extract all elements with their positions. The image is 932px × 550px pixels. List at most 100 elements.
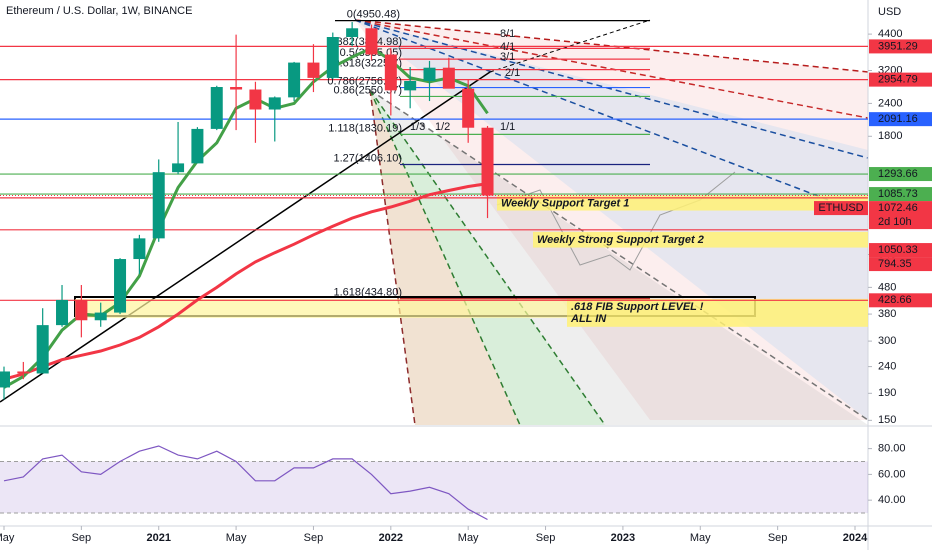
candle-body: [0, 371, 10, 388]
support-zone: [497, 195, 868, 211]
fib-label: 0.382(3884.98): [327, 36, 402, 48]
candle-body: [462, 88, 475, 128]
y-tick-label: 2400: [878, 97, 902, 109]
fan-line: [354, 19, 869, 216]
fan-line: [354, 19, 869, 159]
price-label: 1085.73: [878, 188, 918, 200]
x-tick-label: 2021: [146, 532, 170, 544]
x-tick-label: Sep: [304, 532, 324, 544]
candle-body: [249, 89, 262, 110]
candle-body: [210, 87, 223, 129]
x-tick-label: May: [0, 532, 15, 544]
fib-label: 1.27(1406.10): [334, 152, 403, 164]
zone-label: ALL IN: [570, 313, 607, 325]
price-label: 3951.29: [878, 40, 918, 52]
fib-label: 0(4950.48): [347, 9, 400, 21]
symbol-tag: [814, 201, 868, 216]
rsi-tick-label: 60.00: [878, 468, 906, 480]
price-tag: [869, 72, 932, 87]
price-tag: [869, 243, 932, 258]
fan-label: 1/1: [500, 121, 515, 133]
y-tick-label: 300: [878, 335, 896, 347]
candle-body: [442, 67, 455, 89]
candle-body: [172, 163, 185, 173]
price-label: 1050.33: [878, 244, 918, 256]
rsi-tick-label: 80.00: [878, 443, 906, 455]
fan-label: 1/3: [410, 121, 425, 133]
price-label: 1072.46: [878, 202, 918, 214]
rsi-tick-label: 40.00: [878, 494, 906, 506]
x-tick-label: 2022: [379, 532, 403, 544]
fan-label: 3/1: [500, 51, 515, 63]
currency: USD: [878, 6, 901, 18]
fan-line: [369, 89, 606, 426]
y-tick-label: 1800: [878, 130, 902, 142]
candle-body: [326, 37, 339, 78]
zone-label: .618 FIB Support LEVEL !: [571, 301, 704, 313]
rsi-line: [3, 445, 488, 521]
price-label: 1293.66: [878, 168, 918, 180]
candle-body: [114, 259, 127, 313]
fan-line: [369, 89, 521, 426]
zone-label: Weekly Support Target 1: [501, 197, 629, 209]
fan-label: 8/1: [500, 28, 515, 40]
fan-line: [369, 89, 416, 426]
candle-body: [56, 299, 69, 326]
price-tag: [869, 39, 932, 54]
fan-line: [354, 19, 869, 73]
moving-average: [3, 182, 488, 381]
candle-body: [230, 87, 243, 90]
candle-body: [384, 54, 397, 91]
symbol-label: ETHUSD: [818, 202, 863, 214]
candle-body: [94, 312, 107, 321]
y-tick-label: 240: [878, 361, 896, 373]
candle-body: [481, 127, 494, 196]
price-label: 2091.16: [878, 113, 918, 125]
candle-body: [17, 371, 30, 374]
x-tick-label: May: [458, 532, 479, 544]
support-zone: [533, 231, 868, 248]
candle-body: [365, 28, 378, 55]
chart-title: Ethereum / U.S. Dollar, 1W, BINANCE: [6, 5, 192, 17]
support-zone: [75, 298, 567, 318]
price-tag: [869, 257, 932, 272]
y-tick-label: 4400: [878, 28, 902, 40]
price-tag: [869, 201, 932, 230]
y-tick-label: 150: [878, 414, 896, 426]
support-zone: [567, 298, 868, 327]
x-tick-label: May: [226, 532, 247, 544]
x-tick-label: 2024: [843, 532, 868, 544]
price-label: 428.66: [878, 294, 912, 306]
candle-body: [307, 62, 320, 78]
x-tick-label: 2023: [611, 532, 635, 544]
price-tag: [869, 187, 932, 202]
rsi-band: [0, 461, 868, 514]
x-tick-label: May: [690, 532, 711, 544]
candle-body: [152, 172, 165, 239]
candle-body: [191, 128, 204, 164]
fan-label: 1/2: [435, 121, 450, 133]
fib-label: 1.118(1830.19): [328, 122, 402, 134]
y-tick-label: 380: [878, 308, 896, 320]
candle-body: [346, 28, 359, 38]
fib-label: 1.618(434.80): [334, 287, 403, 299]
candle-body: [404, 80, 417, 91]
countdown-label: 2d 10h: [878, 216, 912, 228]
price-label: 794.35: [878, 258, 912, 270]
candle-body: [75, 299, 88, 321]
candle-body: [288, 62, 301, 98]
candle-body: [423, 67, 436, 81]
price-tag: [869, 112, 932, 127]
candle-body: [268, 97, 281, 110]
fan-label: 4/1: [500, 41, 515, 53]
fan-line: [354, 19, 869, 119]
y-tick-label: 190: [878, 387, 896, 399]
fan-label: 2/1: [505, 67, 520, 79]
candle-body: [133, 238, 146, 260]
zone-label: Weekly Strong Support Target 2: [537, 234, 704, 246]
price-tag: [869, 167, 932, 182]
y-tick-label: 480: [878, 281, 896, 293]
price-tag: [869, 293, 932, 308]
trend-line: [0, 71, 491, 403]
